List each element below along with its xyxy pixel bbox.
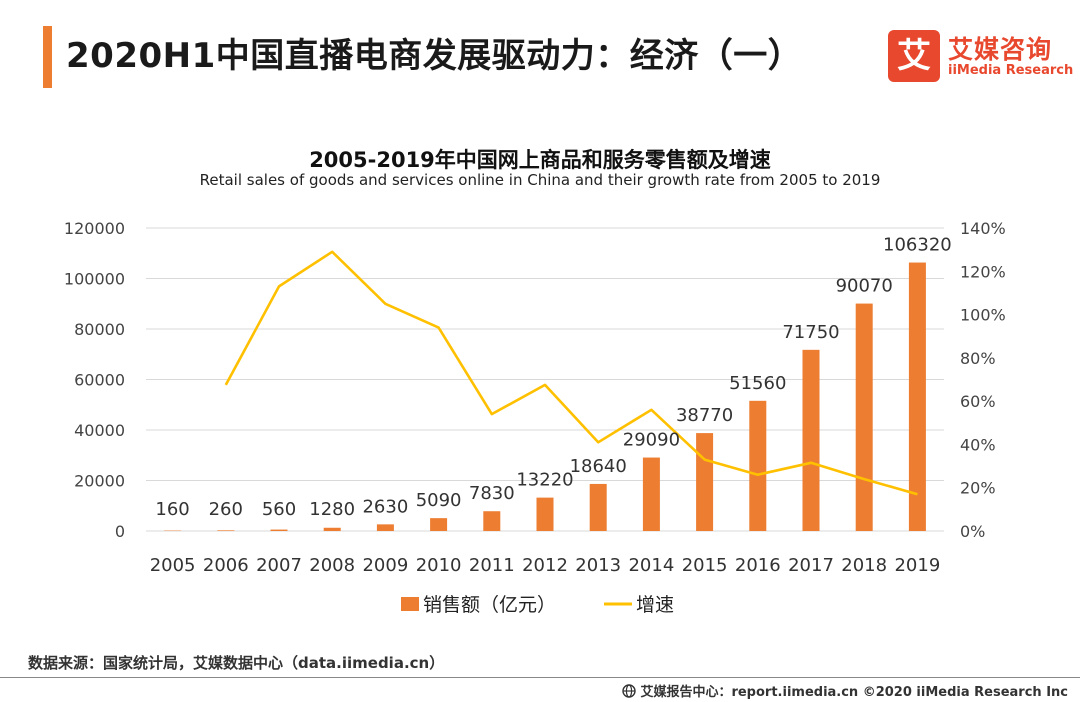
x-tick-label: 2012: [522, 555, 568, 576]
x-tick-label: 2011: [469, 555, 515, 576]
globe-icon: [622, 683, 637, 698]
bar-value-label: 38770: [676, 405, 733, 426]
x-tick-label: 2019: [894, 555, 940, 576]
bar-value-label: 13220: [516, 470, 573, 491]
data-source: 数据来源：国家统计局，艾媒数据中心（data.iimedia.cn）: [28, 654, 445, 672]
bar: [749, 400, 767, 531]
bar-value-label: 90070: [836, 276, 893, 297]
bar-value-label: 560: [262, 499, 296, 520]
y-left-tick-label: 0: [115, 522, 125, 541]
bar-value-label: 29090: [623, 430, 680, 451]
bar: [483, 511, 501, 531]
x-tick-label: 2006: [203, 555, 249, 576]
y-left-tick-label: 40000: [74, 421, 125, 440]
y-left-tick-label: 20000: [74, 472, 125, 491]
bar: [376, 524, 394, 531]
x-tick-label: 2007: [256, 555, 302, 576]
chart: 0 20000 40000 60000 80000 100000 120000 0% 20% 40…: [64, 219, 1006, 616]
y-right-tick-label: 80%: [960, 349, 996, 368]
y-left-tick-label: 80000: [74, 320, 125, 339]
x-tick-label: 2018: [841, 555, 887, 576]
chart-title: 2005-2019年中国网上商品和服务零售额及增速: [309, 148, 771, 172]
x-tick-label: 2005: [150, 555, 196, 576]
bar-value-label: 71750: [782, 322, 839, 343]
x-tick-label: 2014: [628, 555, 674, 576]
bar-value-label: 160: [155, 499, 189, 520]
brand-logo: 艾 艾媒咨询 iiMedia Research: [888, 30, 1073, 84]
x-tick-label: 2010: [416, 555, 462, 576]
bar-value-label: 5090: [416, 490, 462, 511]
x-tick-label: 2013: [575, 555, 621, 576]
page-title: 2020H1中国直播电商发展驱动力：经济（一）: [66, 36, 803, 76]
x-tick-label: 2009: [362, 555, 408, 576]
chart-subtitle: Retail sales of goods and services onlin…: [199, 171, 881, 189]
footer-text: 艾媒报告中心：report.iimedia.cn ©2020 iiMedia R…: [640, 685, 1068, 700]
bar: [589, 483, 607, 531]
bar: [802, 349, 820, 531]
footer: 艾媒报告中心：report.iimedia.cn ©2020 iiMedia R…: [622, 681, 1068, 700]
y-right-tick-label: 0%: [960, 522, 985, 541]
bar-value-label: 1280: [309, 499, 355, 520]
bar-value-label: 260: [209, 499, 243, 520]
bar: [536, 497, 554, 531]
footer-divider: [0, 677, 1080, 678]
bar-value-label: 7830: [469, 483, 515, 504]
legend-label-bar: 销售额（亿元）: [423, 594, 556, 616]
bar-value-label: 18640: [570, 456, 627, 477]
logo-name-cn: 艾媒咨询: [948, 35, 1053, 64]
bar: [908, 262, 926, 531]
x-tick-label: 2015: [682, 555, 728, 576]
x-tick-label: 2016: [735, 555, 781, 576]
y-left-tick-label: 100000: [64, 270, 125, 289]
legend-swatch-bar: [401, 597, 419, 611]
bar: [217, 530, 235, 531]
bar-value-label: 2630: [362, 496, 408, 517]
y-right-tick-label: 20%: [960, 479, 996, 498]
x-tick-label: 2017: [788, 555, 834, 576]
y-right-tick-label: 40%: [960, 435, 996, 454]
bar: [323, 527, 341, 531]
y-right-tick-label: 140%: [960, 219, 1006, 238]
growth-line: [224, 250, 918, 496]
y-left-tick-label: 60000: [74, 371, 125, 390]
bar: [696, 433, 714, 531]
logo-mark: 艾: [888, 30, 940, 82]
bar-value-label: 51560: [729, 373, 786, 394]
bar-value-label: 106320: [883, 235, 952, 256]
bar: [855, 303, 873, 531]
x-tick-label: 2008: [309, 555, 355, 576]
logo-name-en: iiMedia Research: [948, 63, 1074, 78]
bar: [430, 518, 448, 531]
y-right-tick-label: 60%: [960, 392, 996, 411]
y-left-tick-label: 120000: [64, 219, 125, 238]
bar: [270, 529, 288, 531]
y-right-tick-label: 120%: [960, 262, 1006, 281]
y-right-tick-label: 100%: [960, 306, 1006, 325]
bar: [642, 457, 660, 531]
title-accent-bar: [43, 26, 52, 88]
legend-label-line: 增速: [636, 594, 674, 616]
